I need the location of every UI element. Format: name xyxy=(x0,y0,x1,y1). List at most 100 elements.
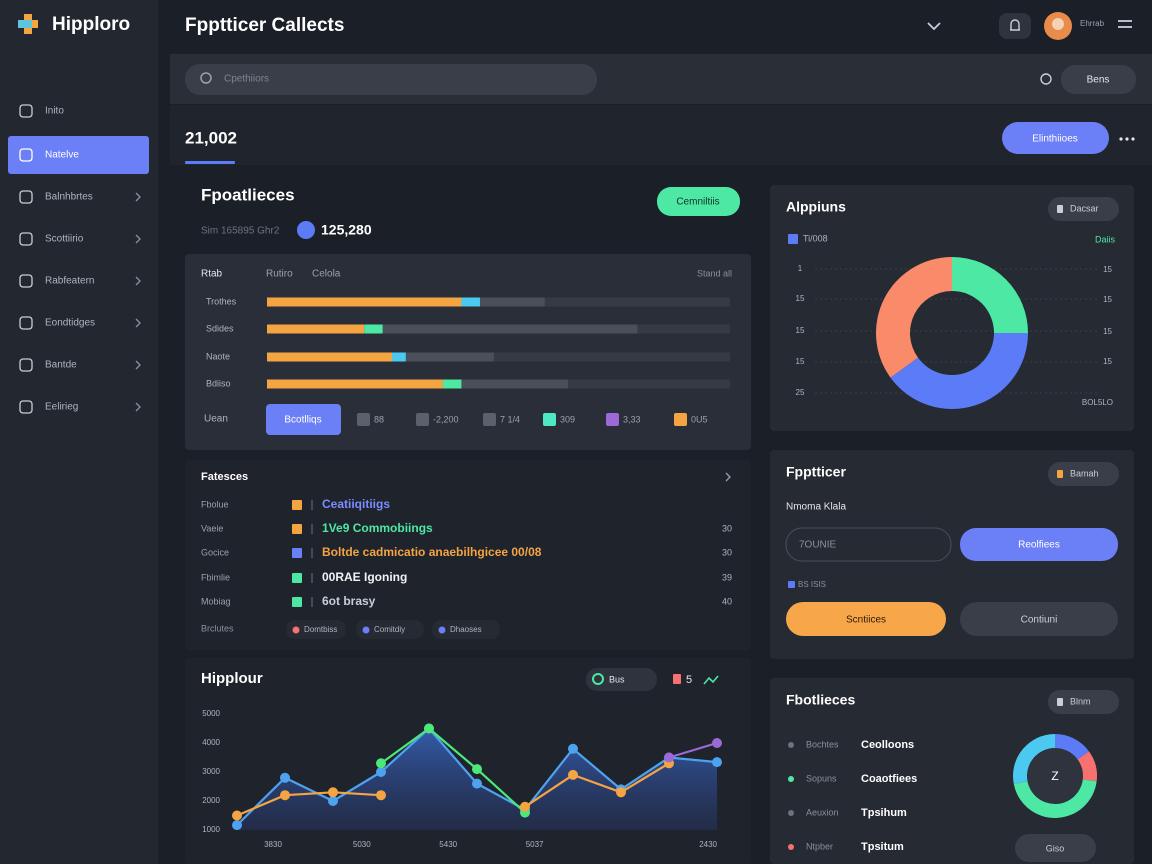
badge[interactable] xyxy=(657,187,740,216)
dropdown-icon[interactable] xyxy=(927,22,941,31)
bar-segment xyxy=(479,297,545,307)
row-dot xyxy=(788,776,794,782)
donut-segment xyxy=(1012,734,1055,784)
sidebar-chevron[interactable] xyxy=(135,234,141,244)
series-point xyxy=(472,778,482,789)
sidebar-item: Natelve xyxy=(45,150,79,161)
list-text: 6ot brasy xyxy=(322,594,376,608)
table-header: Stand all xyxy=(697,268,732,278)
row-dot xyxy=(788,810,794,816)
search-button[interactable] xyxy=(1061,65,1136,94)
table-header: Rtab xyxy=(201,269,223,280)
notify-button[interactable] xyxy=(999,13,1031,39)
total-icon xyxy=(297,221,315,239)
sidebar-chevron[interactable] xyxy=(135,402,141,412)
sidebar-item: Eelirieg xyxy=(45,402,78,413)
more-icon[interactable] xyxy=(1125,137,1129,141)
tag-dot xyxy=(362,626,370,634)
tag[interactable] xyxy=(432,620,500,639)
form-chip-label: Bamah xyxy=(1070,468,1099,478)
series-point xyxy=(664,752,674,763)
cancel-button-label: Contiuni xyxy=(1021,615,1058,626)
search-input[interactable] xyxy=(185,64,597,95)
tag-dot xyxy=(292,626,300,634)
breakdown-button[interactable] xyxy=(1015,834,1096,862)
list-swatch xyxy=(292,500,302,510)
bar-segment xyxy=(442,379,462,389)
caption: Sim 165895 Ghr2 xyxy=(201,226,280,237)
donut-segment xyxy=(876,257,952,378)
avatar-face xyxy=(1052,18,1064,30)
list-swatch xyxy=(292,597,302,607)
footer-label: Uean xyxy=(204,414,228,425)
list-value: 39 xyxy=(722,572,732,582)
breakdown-button-label: Giso xyxy=(1046,843,1065,853)
share-chip[interactable] xyxy=(1048,197,1119,221)
list-value: 30 xyxy=(722,547,732,557)
breakdown-chip[interactable] xyxy=(1048,690,1119,714)
sidebar-chevron[interactable] xyxy=(135,192,141,202)
x-tick-label: 3830 xyxy=(264,840,282,849)
series-point xyxy=(232,810,242,821)
toggle[interactable] xyxy=(586,668,657,691)
series-point xyxy=(520,801,530,812)
refresh-icon[interactable] xyxy=(1040,73,1052,85)
series-point xyxy=(280,790,290,801)
donut-segment xyxy=(1055,734,1089,760)
form-input[interactable] xyxy=(785,527,952,562)
tag[interactable] xyxy=(356,620,424,639)
sidebar-item: Eondtidges xyxy=(45,318,95,329)
sidebar-icon xyxy=(19,274,33,288)
chip-swatch xyxy=(674,413,687,426)
breakdown-chip-label: Blnm xyxy=(1070,696,1091,706)
trend-title: Hipplour xyxy=(201,670,263,687)
tag[interactable] xyxy=(286,620,346,639)
donut-center xyxy=(1027,748,1083,804)
y-tick-label: 2000 xyxy=(202,796,220,805)
footer-button[interactable] xyxy=(266,404,341,435)
cancel-button[interactable] xyxy=(960,602,1118,636)
toolbar-button[interactable] xyxy=(1002,122,1109,154)
more-icon[interactable] xyxy=(1131,137,1135,141)
list-chevron[interactable] xyxy=(725,472,731,482)
toggle-label: Bus xyxy=(609,674,625,684)
accept-button-label: Scntiices xyxy=(846,615,886,626)
share-left-tick: 25 xyxy=(796,388,805,397)
y-tick-label: 4000 xyxy=(202,738,220,747)
tag-dot xyxy=(438,626,446,634)
row-label: Sdides xyxy=(206,323,234,333)
bar-segment xyxy=(405,352,494,362)
row-label: Trothes xyxy=(206,296,237,306)
chip-label: 0U5 xyxy=(691,414,708,424)
x-tick-label: 5037 xyxy=(526,840,544,849)
extra-swatch xyxy=(673,674,681,684)
form-subtitle: Nmoma Klala xyxy=(786,502,846,513)
sidebar-active[interactable] xyxy=(8,136,149,174)
primary-button[interactable] xyxy=(960,528,1118,561)
sidebar-item: Bantde xyxy=(45,360,77,371)
search-placeholder: Cpethiiors xyxy=(224,74,269,85)
more-icon[interactable] xyxy=(1119,137,1123,141)
sidebar-chevron[interactable] xyxy=(135,360,141,370)
sidebar xyxy=(0,0,158,864)
list-panel xyxy=(185,460,751,650)
chip-swatch xyxy=(543,413,556,426)
sidebar-icon xyxy=(19,316,33,330)
brand-name: Hipploro xyxy=(52,14,130,35)
share-status: Daiis xyxy=(1095,234,1116,244)
chip-swatch xyxy=(606,413,619,426)
y-tick-label: 1000 xyxy=(202,825,220,834)
form-chip[interactable] xyxy=(1048,462,1119,486)
sidebar-chevron[interactable] xyxy=(135,276,141,286)
page-title: Fpptticer Callects xyxy=(185,15,344,36)
legend-label: Ti/008 xyxy=(803,233,828,243)
bar-segment xyxy=(461,297,480,307)
bar-segment xyxy=(382,324,638,334)
sidebar-chevron[interactable] xyxy=(135,318,141,328)
tag-label: Comitdiy xyxy=(374,625,405,634)
accept-button[interactable] xyxy=(786,602,946,636)
form-input-text: 7OUNIE xyxy=(799,540,837,551)
chip-label: 7 1/4 xyxy=(500,414,520,424)
series-line xyxy=(668,741,718,759)
